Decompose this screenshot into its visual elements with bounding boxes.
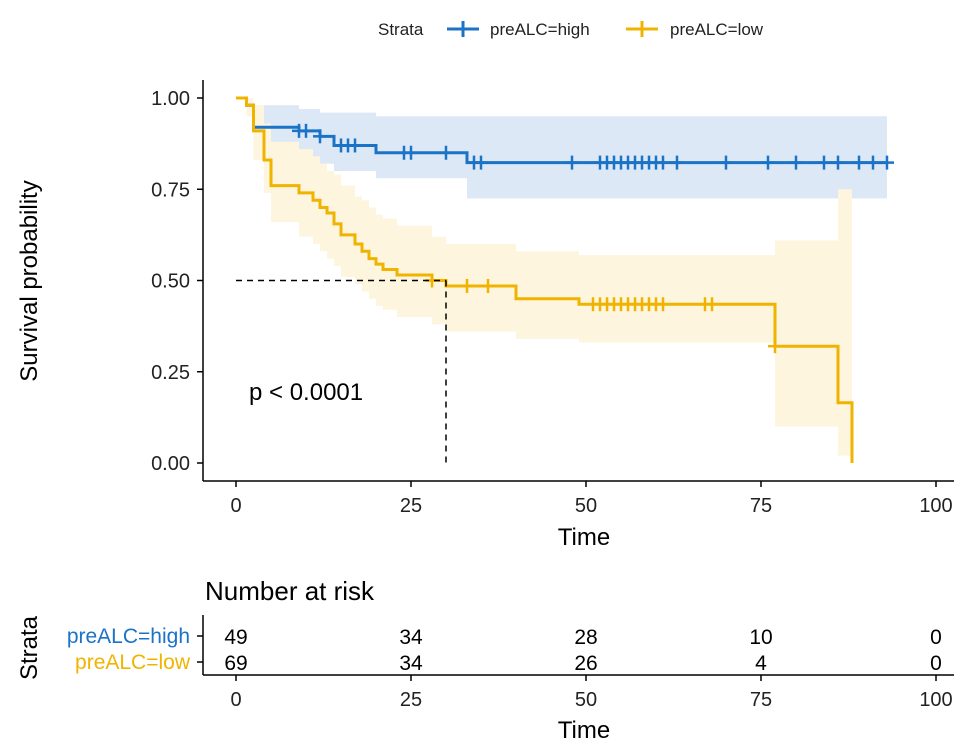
censor-mark-0-26 [817, 155, 831, 170]
censor-mark-1-16 [768, 339, 782, 354]
risk-count: 0 [930, 652, 942, 675]
risk-count: 28 [574, 626, 597, 649]
ci-band-0 [236, 98, 887, 199]
censor-mark-0-7 [404, 145, 418, 160]
risk-x-axis-label: Time [558, 717, 610, 744]
risk-table: Number at risk Strata preALC=high 49 34 28 1… [16, 576, 954, 744]
risk-count: 49 [224, 626, 247, 649]
legend-item-high: preALC=high [447, 20, 590, 39]
x-tick-label: 50 [575, 495, 597, 517]
censor-mark-0-11 [565, 155, 579, 170]
ci-band-1 [236, 98, 852, 456]
censor-mark-1-15 [705, 297, 719, 312]
censor-mark-0-10 [474, 155, 488, 170]
risk-x-tick-label: 50 [575, 689, 597, 711]
x-tick-label: 100 [919, 495, 952, 517]
x-axis-label: Time [558, 524, 610, 551]
x-tick-label: 0 [230, 495, 241, 517]
censor-mark-0-8 [439, 145, 453, 160]
censor-mark-0-22 [670, 155, 684, 170]
risk-row-label: preALC=low [75, 651, 191, 674]
y-axis-label: Survival probability [16, 180, 43, 381]
legend-title: Strata [378, 20, 424, 39]
y-tick-label: 1.00 [151, 88, 190, 110]
censor-mark-0-29 [866, 155, 880, 170]
y-ticks: 0.00 0.25 0.50 0.75 1.00 [151, 88, 203, 475]
risk-x-ticks: 0 25 50 75 100 [230, 675, 953, 711]
censor-mark-0-24 [761, 155, 775, 170]
risk-x-tick-label: 100 [919, 689, 952, 711]
x-ticks: 0 25 50 75 100 [230, 481, 953, 517]
risk-table-title: Number at risk [205, 576, 375, 606]
y-tick-label: 0.75 [151, 179, 190, 201]
censor-mark-1-1 [460, 278, 474, 293]
x-tick-label: 75 [750, 495, 772, 517]
risk-count: 10 [749, 626, 772, 649]
censor-mark-0-25 [789, 155, 803, 170]
censor-mark-0-30 [880, 155, 894, 170]
risk-count: 34 [399, 626, 423, 649]
legend: Strata preALC=high preALC=low [378, 20, 764, 39]
y-tick-label: 0.00 [151, 453, 190, 475]
risk-x-tick-label: 25 [400, 689, 422, 711]
risk-strata-label: Strata [16, 615, 43, 680]
legend-label-high: preALC=high [490, 20, 590, 39]
survival-curve-1 [236, 96, 854, 463]
censor-mark-0-2 [313, 129, 327, 144]
risk-x-tick-label: 0 [230, 689, 241, 711]
legend-label-low: preALC=low [670, 20, 764, 39]
confidence-bands [236, 98, 887, 456]
risk-count: 26 [574, 652, 597, 675]
censor-marks [292, 123, 894, 354]
censor-mark-1-13 [656, 297, 670, 312]
risk-rows: preALC=high 49 34 28 10 0 preALC=low 69 34 26 4 0 [67, 625, 942, 675]
censor-mark-0-27 [831, 155, 845, 170]
censor-mark-0-23 [719, 155, 733, 170]
censor-mark-0-1 [299, 123, 313, 138]
censor-mark-0-5 [348, 138, 362, 153]
legend-item-low: preALC=low [626, 20, 764, 39]
risk-count: 34 [399, 652, 423, 675]
y-tick-label: 0.25 [151, 362, 190, 384]
risk-x-tick-label: 75 [750, 689, 772, 711]
censor-mark-0-28 [852, 155, 866, 170]
risk-count: 4 [755, 652, 767, 675]
risk-count: 69 [224, 652, 247, 675]
median-lines [236, 279, 447, 463]
risk-count: 0 [930, 626, 942, 649]
x-tick-label: 25 [400, 495, 422, 517]
risk-row-label: preALC=high [67, 625, 190, 648]
censor-mark-0-21 [656, 155, 670, 170]
censor-mark-1-2 [481, 278, 495, 293]
p-value-annotation: p < 0.0001 [249, 379, 363, 406]
y-tick-label: 0.50 [151, 271, 190, 293]
